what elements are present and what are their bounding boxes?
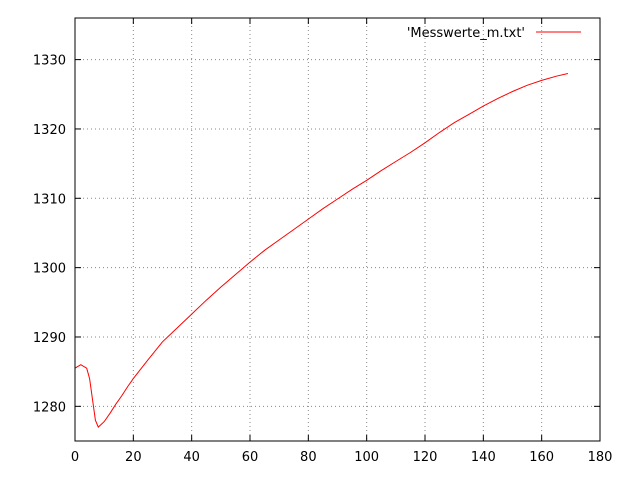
y-tick-label: 1330 [33,54,66,69]
legend-label-series-0: 'Messwerte_m.txt' [407,26,525,41]
x-tick-label: 20 [125,450,142,465]
x-axis-tick-labels: 0 20 40 60 80 100 120 140 160 180 [71,450,613,465]
plot-frame [74,17,601,442]
y-tick-label: 1290 [33,331,66,346]
x-tick-label: 120 [413,450,438,465]
x-tick-label: 180 [588,450,613,465]
x-tick-label: 80 [300,450,317,465]
x-tick-label: 0 [71,450,79,465]
axis-ticks [74,18,601,441]
y-tick-label: 1280 [33,400,66,415]
grid [75,18,600,441]
x-tick-label: 60 [242,450,259,465]
series-line-0 [74,73,569,428]
x-tick-label: 160 [529,450,554,465]
y-tick-label: 1310 [33,192,66,207]
y-tick-label: 1320 [33,123,66,138]
series-layer [74,73,569,428]
legend: 'Messwerte_m.txt' [407,26,581,41]
x-tick-label: 100 [354,450,379,465]
y-axis-tick-labels: 1280 1290 1300 1310 1320 1330 [33,54,66,416]
x-tick-label: 40 [183,450,200,465]
y-tick-label: 1300 [33,262,66,277]
x-tick-label: 140 [471,450,496,465]
